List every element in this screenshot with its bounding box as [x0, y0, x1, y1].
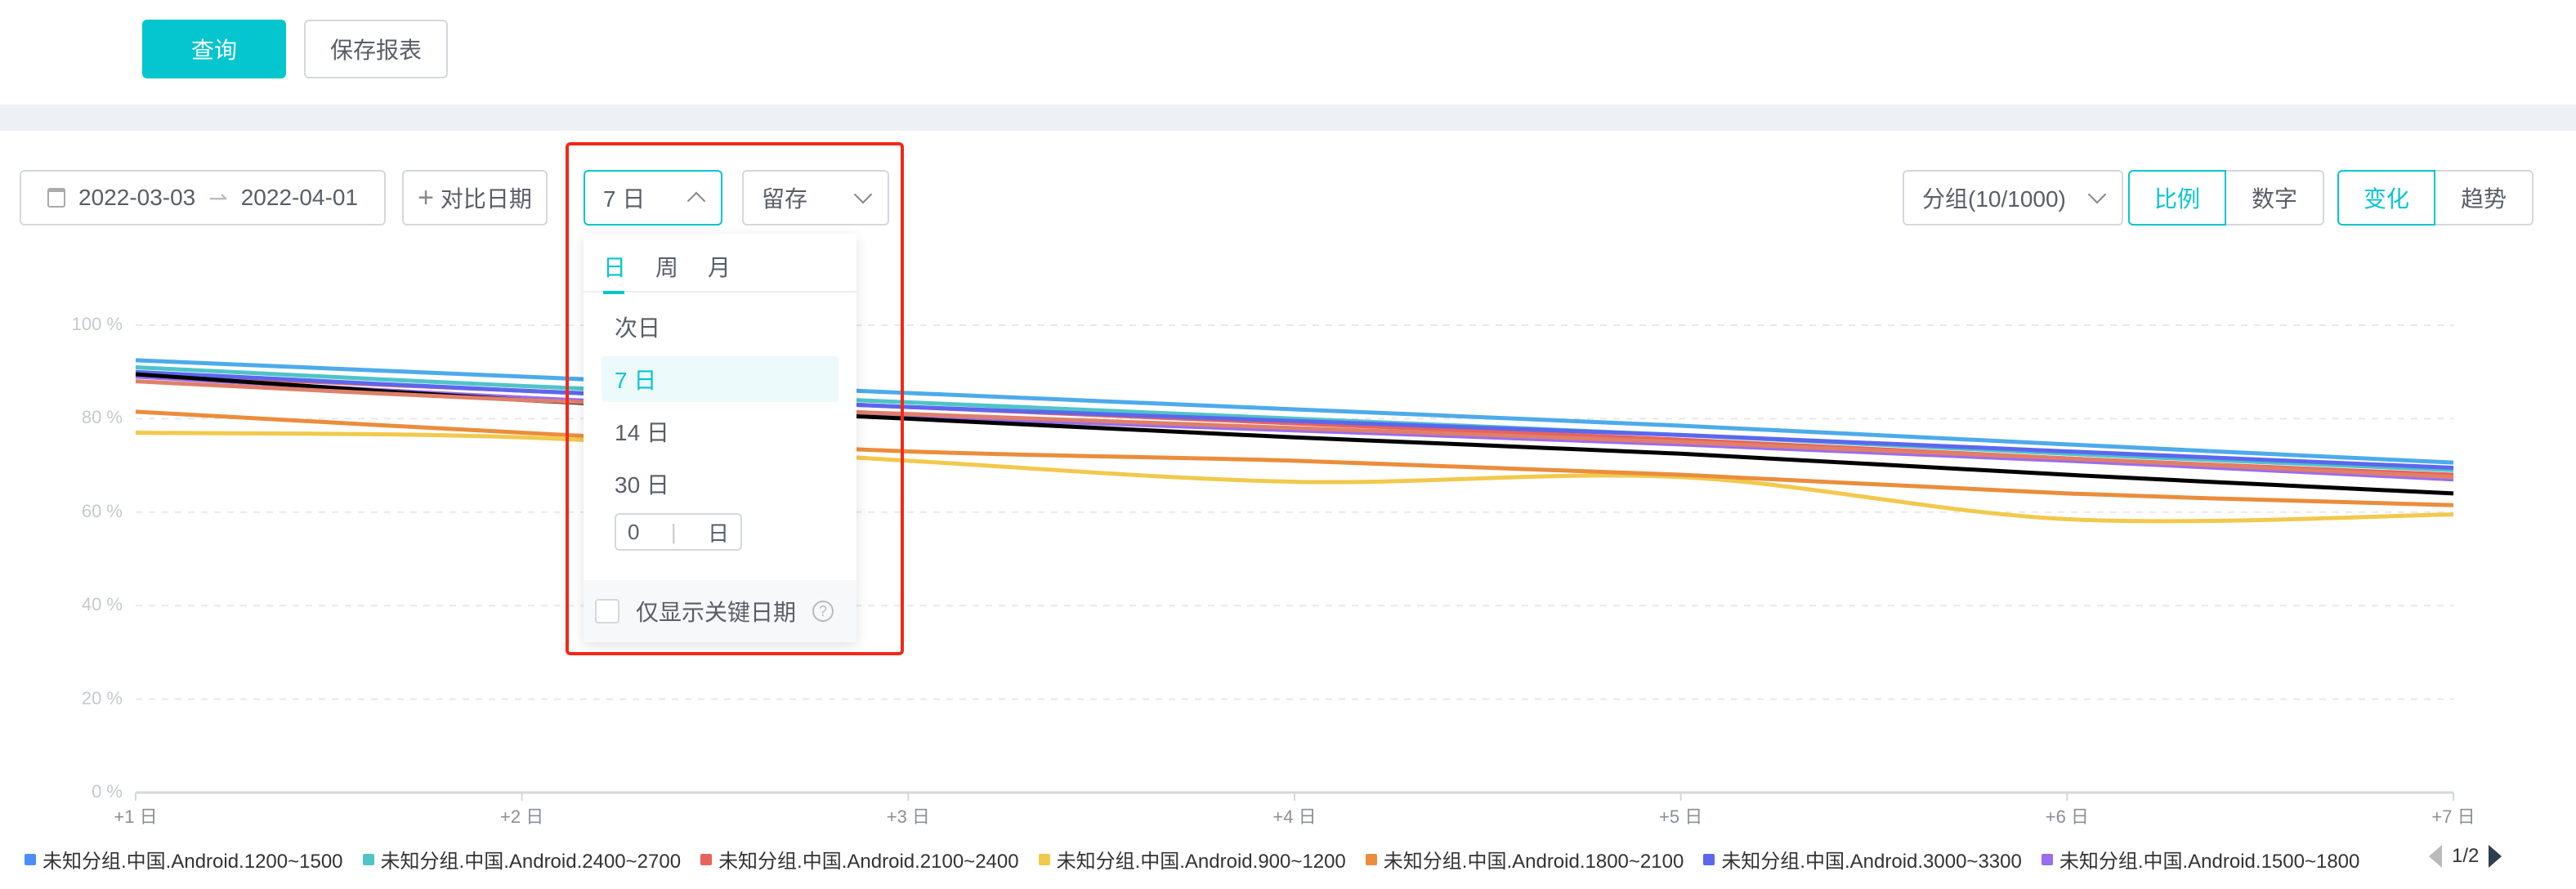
x-tick-label: +2 日	[500, 806, 544, 827]
legend-swatch	[1365, 853, 1377, 865]
key-dates-label: 仅显示关键日期	[636, 600, 797, 625]
period-dropdown: 日 周 月 次日 7 日 14 日 30 日 0 | 日 仅显示关键日期 ?	[584, 234, 856, 642]
tab-day[interactable]: 日	[603, 250, 626, 294]
group-select[interactable]: 分组(10/1000)	[1903, 170, 2123, 226]
compare-date-button[interactable]: + 对比日期	[402, 170, 548, 226]
calendar-icon	[47, 188, 66, 208]
y-tick-label: 0 %	[92, 781, 123, 802]
legend-label: 未知分组.中国.Android.1800~2100	[1383, 851, 1684, 873]
tab-month[interactable]: 月	[708, 255, 731, 280]
date-end: 2022-04-01	[240, 185, 358, 210]
series-line-1[interactable]	[135, 364, 2454, 472]
display-mode-toggle: 比例 数字	[2128, 170, 2324, 226]
legend-swatch	[2041, 853, 2053, 865]
custom-days-value: 0	[628, 519, 640, 544]
legend-item[interactable]: 未知分组.中国.Android.1500~1800	[2041, 845, 2360, 873]
legend-pager: 1/2	[2429, 845, 2502, 868]
plus-icon: +	[418, 181, 434, 213]
option-14-day[interactable]: 14 日	[615, 420, 669, 445]
custom-days-unit: 日	[707, 520, 729, 546]
legend-label: 未知分组.中国.Android.2400~2700	[380, 851, 682, 873]
series-line-0[interactable]	[135, 358, 2454, 465]
chart-mode-toggle: 变化 趋势	[2337, 170, 2534, 226]
next-page-icon[interactable]	[2489, 845, 2502, 868]
save-report-button[interactable]: 保存报表	[304, 20, 448, 78]
legend-swatch	[1038, 853, 1050, 865]
x-tick-label: +7 日	[2431, 806, 2475, 827]
number-button[interactable]: 数字	[2226, 170, 2324, 226]
period-value: 7 日	[603, 186, 646, 212]
chart-legend: 未知分组.中国.Android.1200~1500 未知分组.中国.Android…	[25, 845, 2359, 873]
metric-select[interactable]: 留存	[742, 170, 889, 226]
legend-swatch	[700, 853, 713, 865]
series-line-5[interactable]	[135, 369, 2454, 470]
date-range-picker[interactable]: 2022-03-03 ⇀ 2022-04-01	[20, 170, 386, 226]
legend-swatch	[25, 853, 36, 865]
legend-item[interactable]: 未知分组.中国.Android.900~1200	[1038, 845, 1346, 873]
series-line-3[interactable]	[135, 431, 2454, 524]
legend-item[interactable]: 未知分组.中国.Android.2100~2400	[700, 845, 1019, 873]
legend-page-indicator: 1/2	[2452, 845, 2480, 867]
series-line-8[interactable]	[135, 379, 2454, 480]
y-tick-label: 80 %	[81, 407, 123, 428]
series-line-7[interactable]	[135, 372, 2454, 496]
y-tick-label: 40 %	[81, 594, 123, 615]
legend-label: 未知分组.中国.Android.1500~1800	[2059, 851, 2360, 873]
tab-week[interactable]: 周	[655, 255, 679, 280]
help-icon[interactable]: ?	[812, 601, 834, 622]
legend-item[interactable]: 未知分组.中国.Android.1200~1500	[25, 845, 343, 873]
compare-label: 对比日期	[440, 186, 532, 212]
legend-label: 未知分组.中国.Android.900~1200	[1056, 851, 1346, 873]
key-dates-row: 仅显示关键日期 ?	[584, 580, 856, 642]
date-start: 2022-03-03	[78, 185, 196, 210]
legend-label: 未知分组.中国.Android.2100~2400	[718, 851, 1019, 873]
change-button[interactable]: 变化	[2337, 170, 2435, 226]
legend-item[interactable]: 未知分组.中国.Android.1800~2100	[1365, 845, 1684, 873]
series-line-6[interactable]	[135, 374, 2454, 482]
x-tick-label: +3 日	[886, 806, 930, 827]
legend-item[interactable]: 未知分组.中国.Android.3000~3300	[1703, 845, 2022, 873]
ratio-button[interactable]: 比例	[2128, 170, 2226, 226]
option-7-day[interactable]: 7 日	[602, 356, 839, 402]
query-button[interactable]: 查询	[142, 20, 286, 78]
legend-swatch	[362, 853, 374, 865]
prev-page-icon[interactable]	[2429, 845, 2442, 868]
key-dates-checkbox[interactable]	[595, 599, 619, 623]
divider-band	[0, 105, 2576, 131]
custom-days-input[interactable]: 0 | 日	[615, 513, 742, 551]
legend-swatch	[1703, 853, 1715, 865]
trend-button[interactable]: 趋势	[2435, 170, 2534, 226]
y-tick-label: 60 %	[81, 500, 123, 521]
series-line-4[interactable]	[135, 409, 2454, 507]
arrow-right-icon: ⇀	[208, 185, 228, 211]
x-tick-label: +6 日	[2045, 806, 2089, 827]
legend-label: 未知分组.中国.Android.1200~1500	[42, 851, 343, 873]
x-tick-label: +5 日	[1659, 806, 1703, 827]
group-label: 分组(10/1000)	[1922, 186, 2066, 212]
legend-item[interactable]: 未知分组.中国.Android.2400~2700	[362, 845, 682, 873]
legend-label: 未知分组.中国.Android.3000~3300	[1721, 851, 2022, 873]
y-tick-label: 20 %	[81, 687, 123, 708]
option-30-day[interactable]: 30 日	[615, 472, 669, 498]
y-tick-label: 100 %	[71, 314, 123, 334]
option-next-day[interactable]: 次日	[615, 315, 661, 341]
x-tick-label: +4 日	[1272, 806, 1317, 827]
metric-value: 留存	[762, 186, 808, 212]
period-select[interactable]: 7 日	[584, 170, 722, 226]
period-tabs: 日 周 月	[584, 234, 856, 294]
x-tick-label: +1 日	[114, 806, 158, 827]
